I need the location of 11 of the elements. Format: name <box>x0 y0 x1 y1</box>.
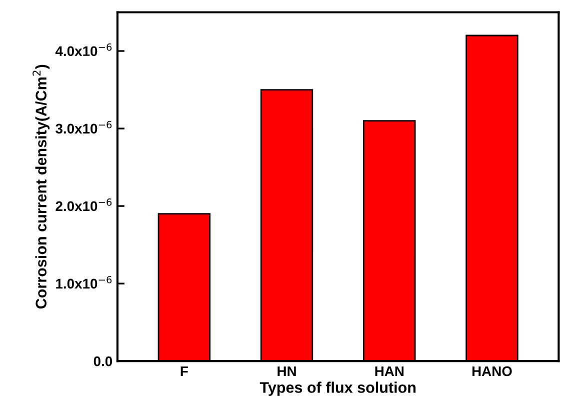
y-tick-label: 3.0x10$^{−6}$ <box>56 120 112 134</box>
x-tick-label: F <box>180 366 188 376</box>
x-tick-label: HANO <box>472 366 512 376</box>
y-axis-title: Corrosion current density(A/Cm$^{2}$) <box>32 64 50 309</box>
y-tick-label: 4.0x10$^{−6}$ <box>55 43 112 56</box>
y-tick-label: 0.0 <box>94 356 112 366</box>
x-axis-title: Types of flux solution <box>260 382 416 396</box>
x-tick-label: HAN <box>375 366 404 376</box>
x-tick-label: HN <box>278 366 296 376</box>
y-tick-label: 1.0x10$^{−6}$ <box>56 276 112 289</box>
y-tick-label: 2.0x10$^{−6}$ <box>56 198 112 212</box>
